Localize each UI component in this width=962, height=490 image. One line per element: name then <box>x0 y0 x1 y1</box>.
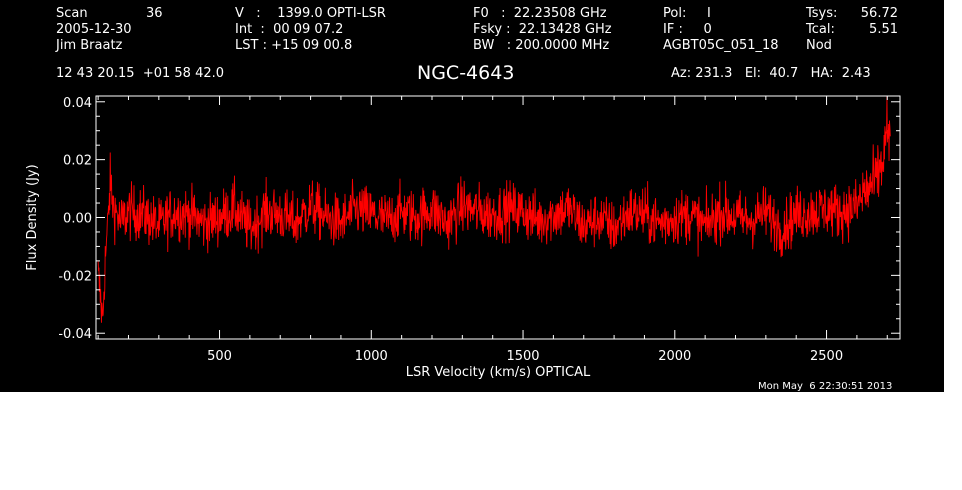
source-coordinates: 12 43 20.15 +01 58 42.0 <box>56 66 225 81</box>
x-tick-label: 500 <box>207 349 232 364</box>
y-tick-label: 0.00 <box>63 212 92 227</box>
spectrum-series <box>97 96 891 323</box>
tcal-value: 5.51 <box>869 22 898 37</box>
y-axis-label: Flux Density (Jy) <box>25 164 40 270</box>
velocity-line: V : 1399.0 OPTI-LSR <box>235 6 386 21</box>
integration-line: Int : 00 09 07.2 <box>235 22 344 37</box>
timestamp: Mon May 6 22:30:51 2013 <box>758 381 893 392</box>
bandwidth-line: BW : 200.0000 MHz <box>473 38 610 53</box>
y-tick-label: 0.02 <box>63 154 92 169</box>
x-axis-label: LSR Velocity (km/s) OPTICAL <box>406 365 591 380</box>
tcal-label: Tcal: <box>806 22 835 37</box>
project-id: AGBT05C_051_18 <box>663 38 779 53</box>
observer-name: Jim Braatz <box>56 38 123 53</box>
fsky-line: Fsky : 22.13428 GHz <box>473 22 612 37</box>
scan-label: Scan <box>56 6 88 21</box>
observation-date: 2005-12-30 <box>56 22 132 37</box>
trace-layer <box>97 96 891 323</box>
chart-title: NGC-4643 <box>417 62 515 84</box>
y-tick-label: 0.04 <box>63 96 92 111</box>
x-tick-label: 1000 <box>355 349 388 364</box>
tsys-label: Tsys: <box>806 6 838 21</box>
spectrum-chart: 500 1000 1500 2000 2500 -0.04 -0.02 0.00 0.02 0.0… <box>25 95 901 380</box>
pointing-info: Az: 231.3 El: 40.7 HA: 2.43 <box>671 66 871 81</box>
lst-line: LST : +15 09 00.8 <box>235 38 353 53</box>
x-tick-label: 2500 <box>810 349 843 364</box>
y-tick-label: -0.04 <box>58 327 92 342</box>
axes-layer: 500 1000 1500 2000 2500 -0.04 -0.02 0.00 0.02 0.0… <box>25 95 901 380</box>
x-tick-label: 1500 <box>506 349 539 364</box>
plot-panel: Scan 36 2005-12-30 Jim Braatz V : 1399.0… <box>0 0 944 392</box>
observing-mode: Nod <box>806 38 832 53</box>
f0-line: F0 : 22.23508 GHz <box>473 6 607 21</box>
x-tick-label: 2000 <box>658 349 691 364</box>
y-tick-label: -0.02 <box>58 269 92 284</box>
scan-number: 36 <box>146 6 163 21</box>
tsys-value: 56.72 <box>860 6 898 21</box>
if-line: IF : 0 <box>663 22 712 37</box>
polarization-line: Pol: I <box>663 6 711 21</box>
